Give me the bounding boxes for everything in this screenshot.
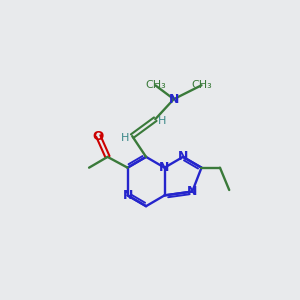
Text: N: N bbox=[178, 150, 188, 164]
Text: CH₃: CH₃ bbox=[191, 80, 212, 90]
Text: O: O bbox=[93, 130, 104, 142]
Text: N: N bbox=[159, 161, 170, 174]
Text: CH₃: CH₃ bbox=[145, 80, 166, 90]
Text: H: H bbox=[121, 133, 129, 142]
Text: N: N bbox=[187, 185, 197, 198]
Text: N: N bbox=[169, 93, 179, 106]
Text: N: N bbox=[122, 189, 133, 202]
Text: H: H bbox=[158, 116, 166, 126]
